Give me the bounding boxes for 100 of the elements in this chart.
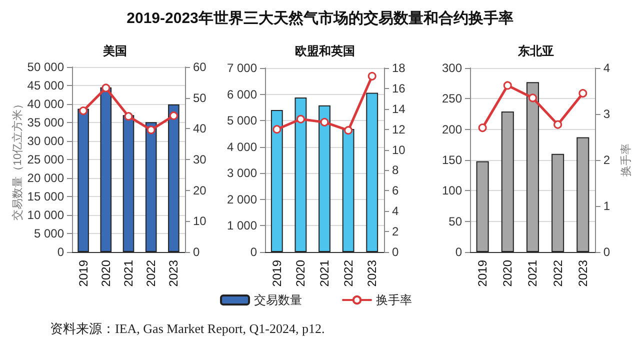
y-tick-label: 30 000	[27, 134, 64, 148]
bar	[342, 128, 354, 252]
y-axis-title: 交易数量（10亿立方米）	[10, 98, 24, 221]
y-tick-label: 250	[442, 92, 462, 106]
bar	[476, 161, 489, 252]
y2-tick-label: 40	[193, 122, 207, 136]
y-tick-label: 5 000	[34, 226, 64, 240]
bar	[270, 110, 283, 252]
point	[503, 81, 512, 90]
x-tick-label: 2023	[166, 260, 181, 287]
y-tick-label: 10 000	[27, 208, 64, 222]
x-tick-label: 2019	[270, 260, 284, 287]
y-tick-label: 20 000	[27, 171, 64, 185]
y2-tick-label: 60	[193, 60, 207, 74]
y-tick-label: 0	[455, 245, 462, 259]
point	[124, 112, 133, 121]
y-tick-label: 1 000	[226, 218, 258, 233]
text: 2019-2023年世界三大天然气市场的交易数量和合约换手率	[126, 9, 514, 27]
y-tick-label: 45 000	[27, 78, 64, 92]
point	[344, 126, 353, 135]
chart-title: 欧盟和英国	[295, 44, 355, 58]
y-tick-label: 100	[442, 184, 462, 198]
y-tick-label: 35 000	[27, 116, 64, 130]
chart-title: 东北亚	[517, 44, 554, 58]
y2-tick-label: 6	[392, 184, 399, 198]
y2-tick-label: 3	[603, 107, 610, 121]
legend-label: 交易数量	[254, 293, 302, 307]
legend-label: 换手率	[376, 293, 412, 307]
x-tick-label: 2021	[526, 260, 540, 287]
y-tick-label: 3 000	[226, 166, 258, 180]
y-tick-label: 25 000	[27, 152, 64, 166]
y-tick-label: 200	[442, 122, 462, 136]
chart-subtitle: 美国	[102, 44, 127, 58]
x-tick-label: 2019	[476, 260, 490, 287]
y2-tick-label: 1	[603, 199, 610, 213]
x-tick-label: 2022	[144, 260, 158, 287]
point	[102, 84, 110, 92]
bar	[145, 122, 157, 252]
bar	[552, 154, 564, 252]
bar	[501, 112, 514, 252]
y-tick-label: 0	[250, 245, 258, 259]
point	[169, 111, 178, 120]
bar	[526, 82, 539, 252]
y-tick-label: 4 000	[226, 140, 258, 154]
y2-tick-label: 16	[392, 81, 406, 96]
y2-tick-label: 12	[392, 122, 406, 136]
y2-tick-label: 4	[392, 204, 399, 218]
y2-tick-label: 2	[603, 153, 610, 167]
y2-tick-label: 10	[193, 214, 207, 228]
bar	[78, 108, 89, 252]
x-tick-label: 2023	[365, 260, 380, 287]
y2-tick-label: 10	[392, 142, 406, 157]
x-tick-label: 2020	[98, 260, 113, 287]
y-tick-label: 2 000	[226, 192, 258, 206]
x-tick-label: 2022	[550, 260, 565, 287]
point	[528, 94, 537, 102]
point	[578, 89, 588, 98]
y2-tick-label: 50	[193, 90, 207, 105]
x-tick-label: 2021	[122, 260, 136, 287]
point	[554, 120, 562, 129]
y2-tick-label: 0	[603, 245, 610, 259]
y2-axis-title: 换手率	[620, 144, 632, 176]
bar	[122, 115, 134, 252]
y2-tick-label: 2	[392, 224, 399, 239]
x-tick-label: 2019	[76, 260, 90, 287]
bar	[318, 105, 330, 252]
point	[79, 106, 88, 116]
y-tick-label: 5 000	[226, 114, 258, 128]
y-tick-label: 40 000	[27, 97, 64, 111]
bar	[576, 137, 590, 252]
y-tick-label: 50	[448, 214, 462, 228]
x-tick-label: 2022	[341, 260, 356, 287]
point	[296, 114, 305, 124]
y2-tick-label: 4	[603, 61, 610, 75]
y-tick-label: 50 000	[27, 60, 64, 74]
point	[368, 72, 376, 80]
point	[320, 118, 329, 126]
text: 资料来源：IEA, Gas Market Report, Q1-2024, p12.	[50, 321, 325, 336]
y-tick-label: 6 000	[226, 87, 258, 102]
y2-tick-label: 30	[193, 152, 207, 166]
bar	[366, 92, 378, 252]
y-tick-label: 7 000	[226, 61, 258, 75]
y-tick-label: 0	[57, 245, 64, 259]
point	[146, 126, 156, 134]
y-tick-label: 150	[442, 153, 462, 167]
y2-tick-label: 18	[392, 61, 406, 75]
bar	[168, 104, 180, 252]
y-tick-label: 15 000	[27, 190, 64, 204]
x-tick-label: 2020	[500, 260, 515, 287]
y2-tick-label: 8	[392, 163, 399, 178]
y2-tick-label: 20	[193, 183, 207, 198]
y2-tick-label: 14	[392, 102, 406, 116]
bar	[294, 97, 307, 252]
x-tick-label: 2020	[294, 260, 308, 287]
y-tick-label: 300	[442, 61, 462, 75]
y2-tick-label: 0	[193, 245, 200, 259]
x-tick-label: 2021	[318, 260, 332, 287]
y2-tick-label: 0	[392, 245, 399, 259]
point	[272, 125, 282, 134]
point	[478, 124, 487, 132]
